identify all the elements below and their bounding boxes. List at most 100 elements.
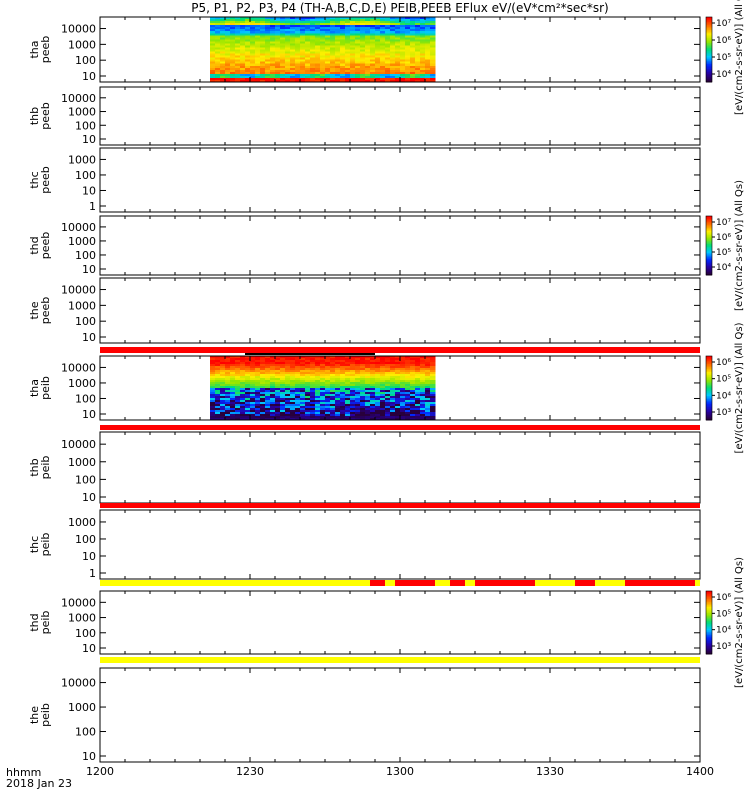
ytick-label-tha-peeb-2: 1000 bbox=[68, 38, 96, 51]
ytick-label-thd-peeb-1: 100 bbox=[75, 249, 96, 262]
panel-the-peeb: 10 100 1000 10000 thepeeb bbox=[28, 277, 701, 344]
panel-label-product-tha-peib: peib bbox=[39, 376, 52, 400]
mode-bar-bar-4 bbox=[100, 580, 700, 586]
mode-bar-segment-bar-1-0 bbox=[100, 347, 700, 353]
panel-label-thb-peeb: thbpeeb bbox=[28, 102, 52, 130]
ytick-label-tha-peeb-3: 10000 bbox=[61, 23, 96, 36]
panel-label-probe-the-peeb: the bbox=[28, 301, 41, 319]
panel-label-product-thc-peib: peib bbox=[39, 533, 52, 557]
panel-the-peib: 10 100 1000 10000 thepeib bbox=[28, 667, 701, 763]
panel-label-product-thb-peib: peib bbox=[39, 456, 52, 480]
panel-label-thd-peeb: thdpeeb bbox=[28, 232, 52, 260]
mode-bar-bar-2 bbox=[100, 425, 700, 430]
panel-label-product-thd-peeb: peeb bbox=[39, 232, 52, 260]
spectrogram-tha-peeb bbox=[210, 17, 436, 83]
colorbar-tick-cb-3-0: 10³ bbox=[716, 408, 731, 418]
panel-frame-thc-peeb bbox=[99, 147, 701, 213]
panel-frame-the-peeb bbox=[99, 277, 701, 344]
panel-label-tha-peib: thapeib bbox=[28, 376, 52, 400]
colorbar-cb-1: 10⁴ 10⁵ 10⁶ 10⁷ [eV/(cm2-s-sr-eV)] (All Qs) bbox=[705, 0, 745, 115]
colorbar-cb-2: 10⁴ 10⁵ 10⁶ 10⁷ [eV/(cm2-s-sr-eV)] (All Qs) bbox=[705, 180, 745, 311]
ytick-label-thc-peeb-2: 100 bbox=[75, 169, 96, 182]
panel-label-the-peeb: thepeeb bbox=[28, 297, 52, 325]
ytick-label-thd-peeb-0: 10 bbox=[82, 263, 96, 276]
ytick-label-thd-peib-3: 10000 bbox=[61, 596, 96, 609]
colorbar-cb-4: 10³ 10⁴ 10⁵ 10⁶ [eV/(cm2-s-sr-eV)] (All Qs) bbox=[705, 557, 745, 688]
colorbar-tick-cb-3-1: 10⁴ bbox=[716, 391, 731, 401]
ytick-label-thd-peib-2: 1000 bbox=[68, 612, 96, 625]
panel-label-the-peib: thepeib bbox=[28, 703, 52, 727]
panel-frame-thc-peib bbox=[99, 509, 701, 580]
colorbar-tick-cb-4-1: 10⁴ bbox=[716, 626, 731, 636]
panel-label-probe-thb-peeb: thb bbox=[28, 107, 41, 125]
ytick-label-tha-peeb-1: 100 bbox=[75, 54, 96, 67]
ytick-label-the-peib-3: 10000 bbox=[61, 677, 96, 690]
mode-bar-segment-bar-4-9 bbox=[575, 580, 595, 586]
ytick-label-thb-peeb-0: 10 bbox=[82, 133, 96, 146]
panel-label-tha-peeb: thapeeb bbox=[28, 36, 52, 64]
colorbar-frame-cb-2 bbox=[705, 215, 713, 276]
ytick-label-thd-peib-0: 10 bbox=[82, 642, 96, 655]
ytick-label-tha-peib-1: 100 bbox=[75, 392, 96, 405]
mode-bar-segment-bar-4-6 bbox=[465, 580, 475, 586]
xtick-label-1: 1230 bbox=[236, 765, 264, 778]
spectrogram-tha-peib bbox=[210, 356, 436, 421]
colorbar-tick-cb-1-2: 10⁶ bbox=[716, 36, 731, 46]
panel-thc-peeb: 1 10 100 1000 thcpeeb bbox=[28, 147, 701, 213]
ytick-label-the-peeb-3: 10000 bbox=[61, 284, 96, 297]
mode-bar-segment-bar-5-0 bbox=[100, 657, 700, 663]
ytick-label-thb-peeb-3: 10000 bbox=[61, 92, 96, 105]
ytick-label-tha-peib-3: 10000 bbox=[61, 361, 96, 374]
ytick-label-thc-peib-0: 1 bbox=[89, 567, 96, 580]
ytick-label-tha-peeb-0: 10 bbox=[82, 70, 96, 83]
mode-bar-bar-1 bbox=[100, 347, 700, 353]
mode-bar-segment-bar-4-12 bbox=[695, 580, 700, 586]
mode-bar-segment-bar-4-8 bbox=[535, 580, 575, 586]
panel-label-probe-tha-peeb: tha bbox=[28, 40, 41, 58]
panel-label-probe-thd-peeb: thd bbox=[28, 236, 41, 254]
mode-marker-line bbox=[245, 353, 375, 355]
panel-frame-thd-peib bbox=[99, 590, 701, 655]
panel-label-thc-peib: thcpeib bbox=[28, 533, 52, 557]
panel-label-product-the-peeb: peeb bbox=[39, 297, 52, 325]
ytick-label-thb-peib-1: 100 bbox=[75, 473, 96, 486]
panel-frame-thb-peib bbox=[99, 431, 701, 504]
ytick-label-the-peib-2: 1000 bbox=[68, 701, 96, 714]
xtick-label-4: 1400 bbox=[686, 765, 714, 778]
ytick-label-thb-peeb-1: 100 bbox=[75, 119, 96, 132]
colorbar-tick-cb-4-0: 10³ bbox=[716, 642, 731, 652]
mode-bar-segment-bar-4-4 bbox=[435, 580, 450, 586]
mode-bar-segment-bar-4-0 bbox=[100, 580, 370, 586]
colorbar-label-cb-2: [eV/(cm2-s-sr-eV)] (All Qs) bbox=[734, 180, 745, 311]
colorbar-label-cb-3: [eV/(cm2-s-sr-eV)] (All Qs) bbox=[734, 322, 745, 453]
mode-bar-bar-5 bbox=[100, 657, 700, 663]
panel-label-product-thc-peeb: peeb bbox=[39, 166, 52, 194]
colorbar-tick-cb-1-3: 10⁷ bbox=[716, 19, 731, 29]
panel-frame-thb-peeb bbox=[99, 86, 701, 146]
ytick-label-thc-peeb-1: 10 bbox=[82, 184, 96, 197]
ytick-label-thc-peeb-0: 1 bbox=[89, 200, 96, 213]
panel-tha-peib: 10 100 1000 10000 thapeib bbox=[28, 355, 701, 421]
panel-label-thb-peib: thbpeib bbox=[28, 456, 52, 480]
panel-frame-thd-peeb bbox=[99, 215, 701, 276]
panel-label-product-tha-peeb: peeb bbox=[39, 36, 52, 64]
ytick-label-thb-peeb-2: 1000 bbox=[68, 106, 96, 119]
colorbar-tick-cb-2-2: 10⁶ bbox=[716, 233, 731, 243]
colorbar-tick-cb-2-0: 10⁴ bbox=[716, 263, 731, 273]
ytick-label-thc-peib-2: 100 bbox=[75, 533, 96, 546]
mode-bar-segment-bar-4-7 bbox=[475, 580, 535, 586]
ytick-label-thb-peib-3: 10000 bbox=[61, 438, 96, 451]
ytick-label-thd-peeb-2: 1000 bbox=[68, 235, 96, 248]
xtick-label-3: 1330 bbox=[536, 765, 564, 778]
panel-label-probe-thc-peib: thc bbox=[28, 536, 41, 553]
colorbar-tick-cb-1-1: 10⁵ bbox=[716, 53, 731, 63]
mode-bar-segment-bar-4-3 bbox=[395, 580, 435, 586]
colorbar-label-cb-4: [eV/(cm2-s-sr-eV)] (All Qs) bbox=[734, 557, 745, 688]
colorbar-tick-cb-4-2: 10⁵ bbox=[716, 609, 731, 619]
ytick-label-the-peib-1: 100 bbox=[75, 726, 96, 739]
ytick-label-the-peeb-0: 10 bbox=[82, 331, 96, 344]
panel-label-probe-tha-peib: tha bbox=[28, 379, 41, 397]
